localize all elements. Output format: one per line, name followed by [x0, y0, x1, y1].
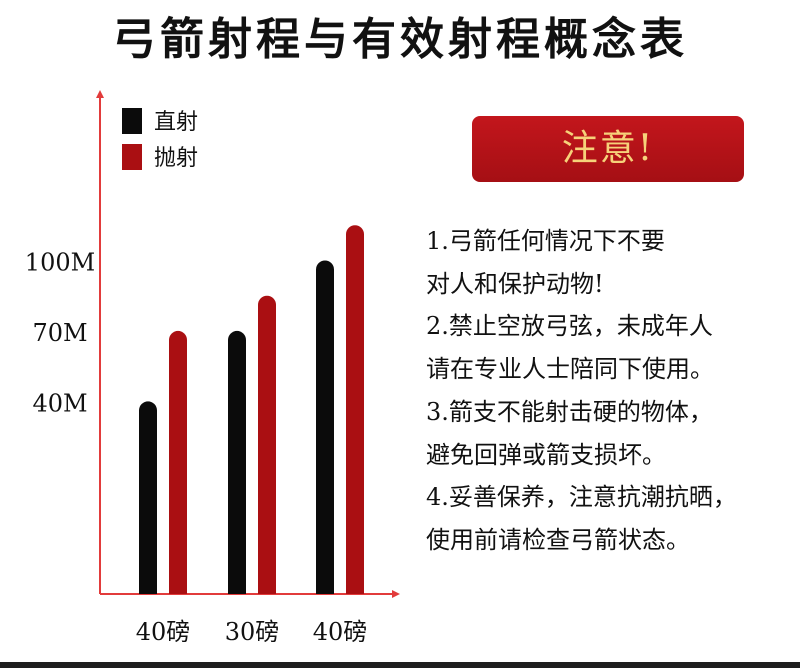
bar-direct — [228, 330, 246, 594]
x-tick-label: 40磅 — [136, 618, 191, 646]
notice-line: 避免回弹或箭支损坏。 — [426, 440, 666, 469]
notice-list: 1.弓箭任何情况下不要 对人和保护动物! 2.禁止空放弓弦，未成年人 请在专业人… — [426, 220, 796, 562]
notice-line: 使用前请检查弓箭状态。 — [426, 525, 690, 554]
notice-badge: 注意! — [472, 116, 744, 182]
notice-line: 3.箭支不能射击硬的物体， — [426, 397, 713, 426]
bar-direct — [316, 260, 334, 594]
notice-line: 2.禁止空放弓弦，未成年人 — [426, 312, 713, 341]
bar-direct — [139, 401, 157, 594]
page-title: 弓箭射程与有效射程概念表 — [112, 14, 688, 65]
legend-swatch — [122, 144, 142, 170]
bar-lob — [169, 330, 187, 594]
y-tick-label: 40M — [32, 389, 87, 417]
x-tick-label: 40磅 — [313, 618, 368, 646]
notice-line: 1.弓箭任何情况下不要 — [426, 227, 665, 255]
notice-line: 请在专业人士陪同下使用。 — [426, 355, 714, 384]
notice-line: 对人和保护动物! — [426, 269, 604, 298]
x-axis-arrow — [392, 590, 400, 598]
bar-lob — [346, 225, 364, 595]
legend-swatch — [122, 108, 142, 134]
y-axis-arrow — [96, 90, 104, 98]
legend-label: 抛射 — [154, 146, 198, 171]
y-tick-label: 100M — [25, 248, 95, 276]
y-tick-label: 70M — [32, 319, 87, 347]
legend-label: 直射 — [154, 110, 198, 135]
x-tick-label: 30磅 — [225, 618, 280, 646]
bottom-border — [0, 662, 800, 668]
notice-line: 4.妥善保养，注意抗潮抗晒， — [426, 483, 737, 512]
bar-lob — [258, 295, 276, 594]
